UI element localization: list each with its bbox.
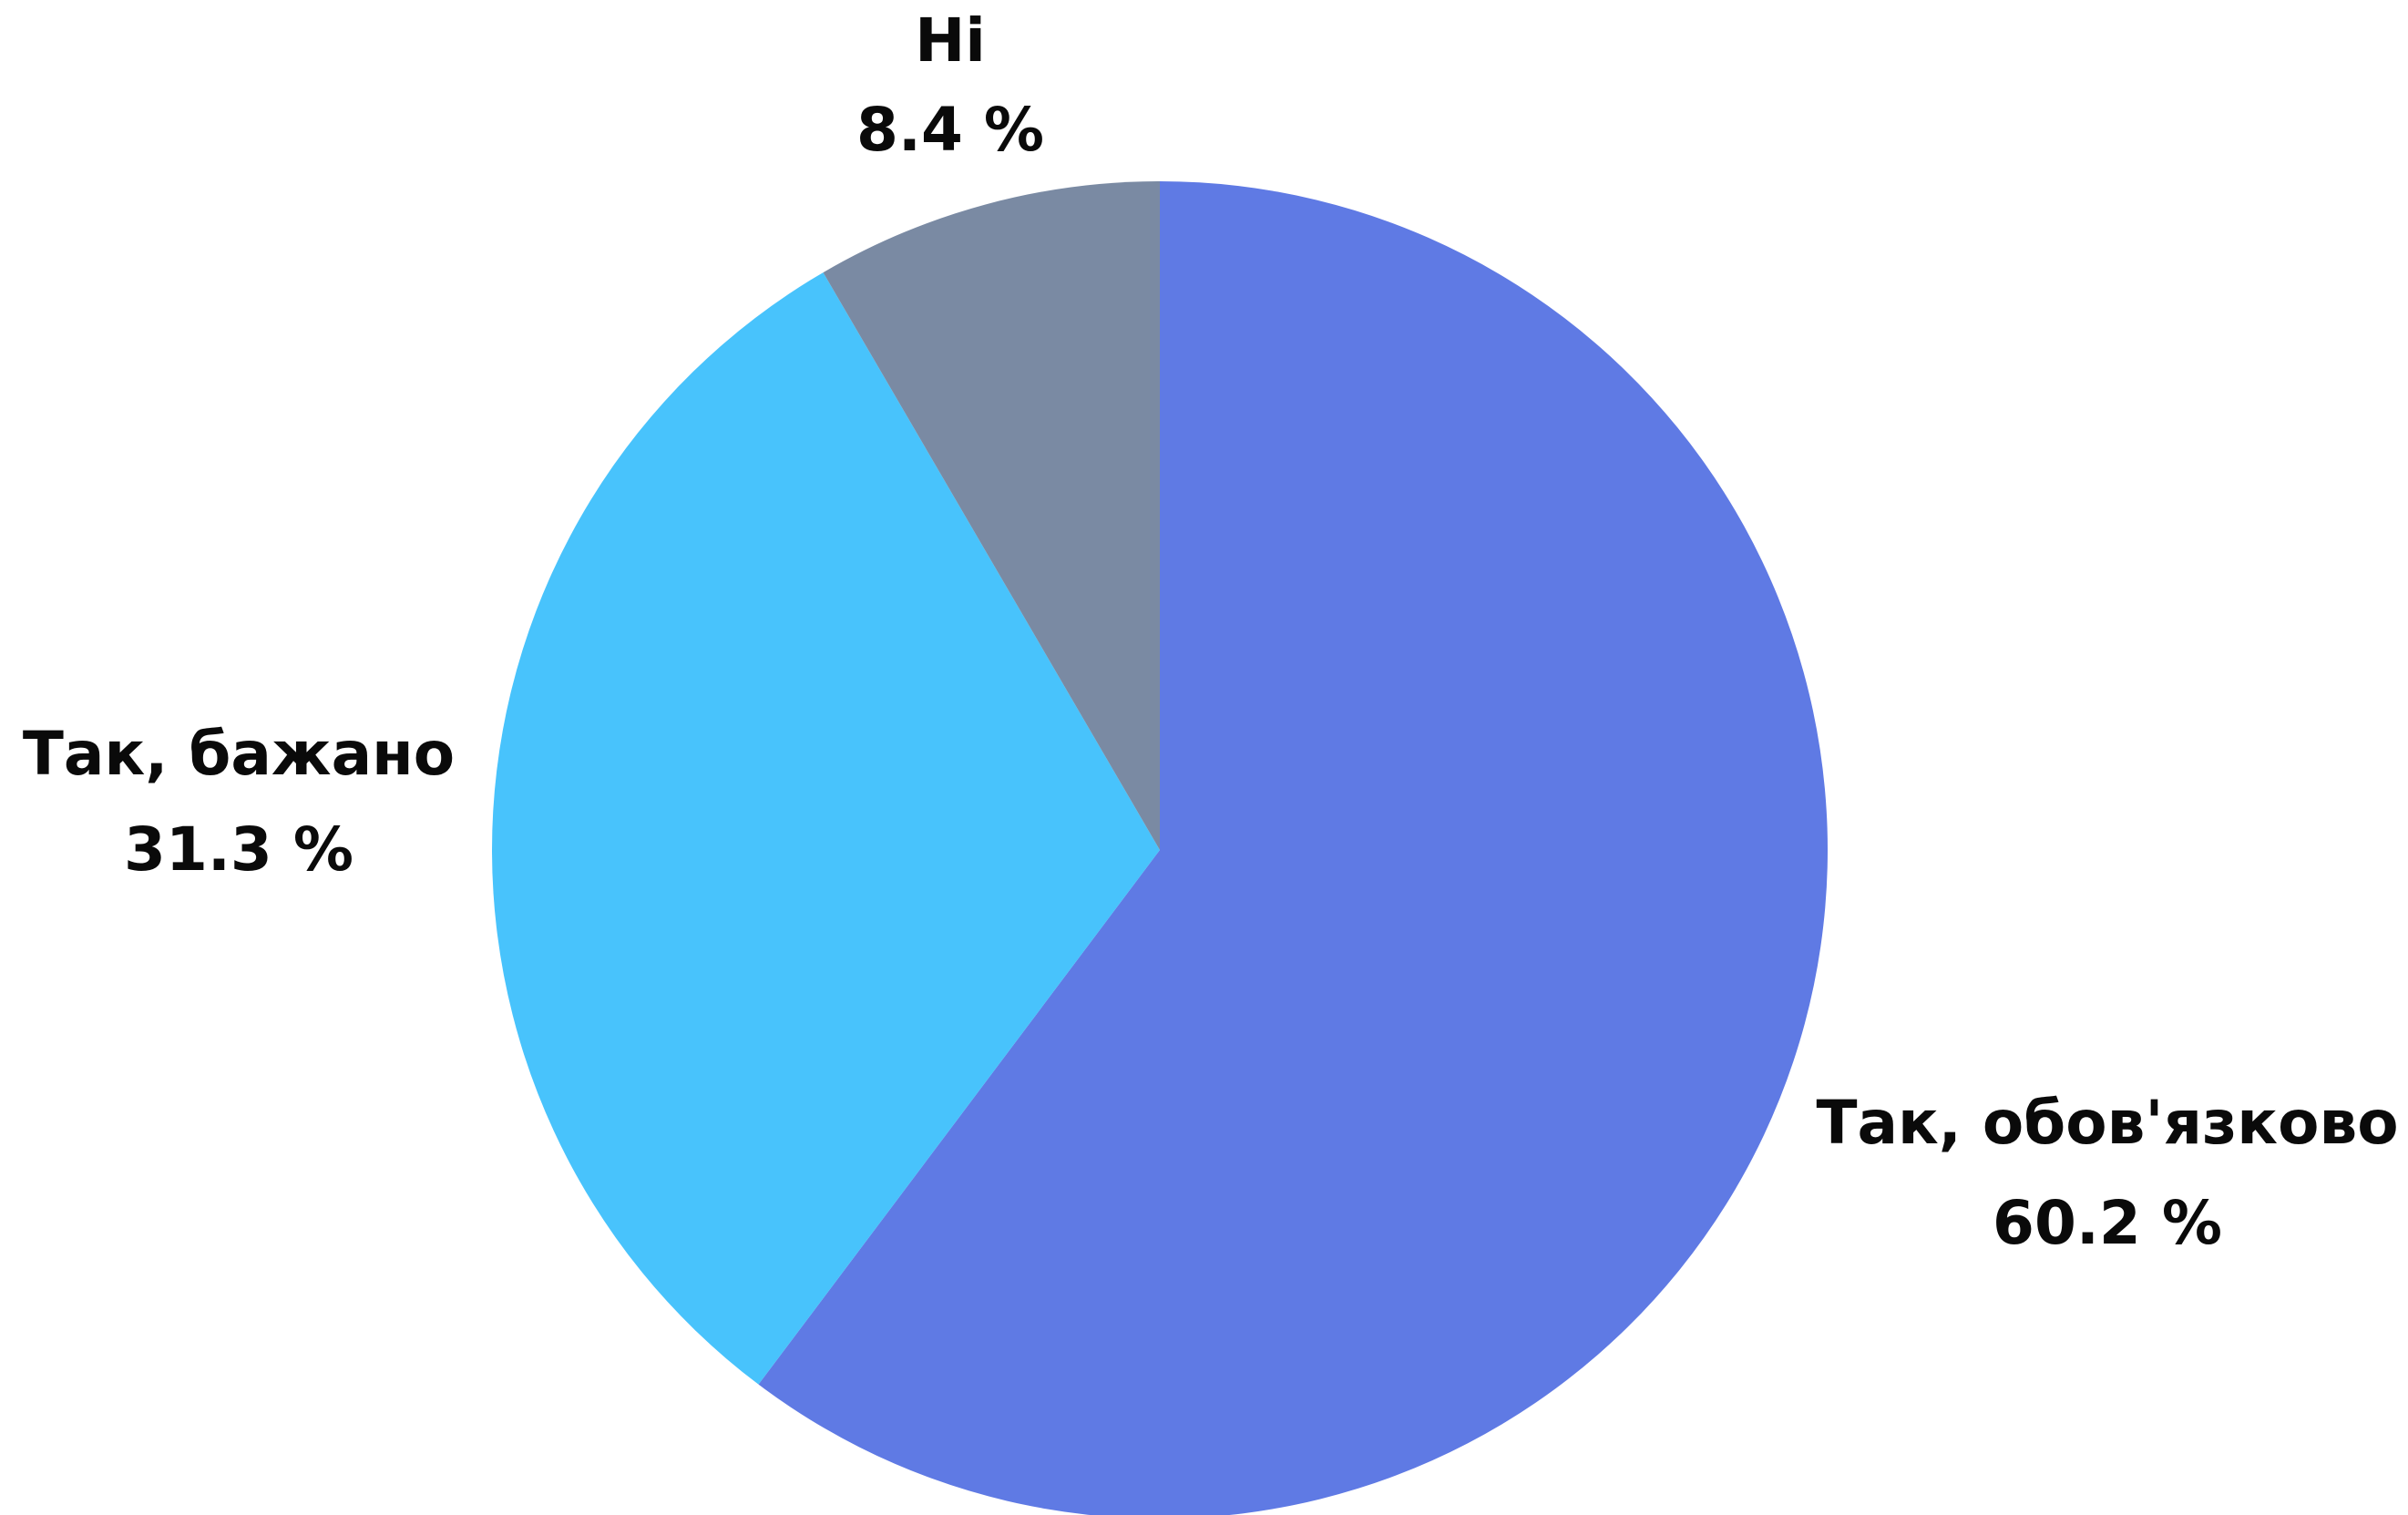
slice-label-ni: Ні	[915, 5, 986, 76]
pie-slice-0	[758, 181, 1828, 1515]
pie-slice-2	[823, 181, 1160, 850]
slice-value-ni: 8.4 %	[856, 95, 1044, 165]
pie-slice-1	[492, 272, 1160, 1385]
slice-label-tak-bazhano: Так, бажано	[23, 719, 455, 789]
pie-slices	[492, 181, 1828, 1515]
slice-value-tak-bazhano: 31.3 %	[124, 814, 354, 885]
slice-label-tak-obovyazkovo: Так, обов'язково	[1816, 1088, 2398, 1158]
slice-value-tak-obovyazkovo: 60.2 %	[1993, 1188, 2222, 1258]
